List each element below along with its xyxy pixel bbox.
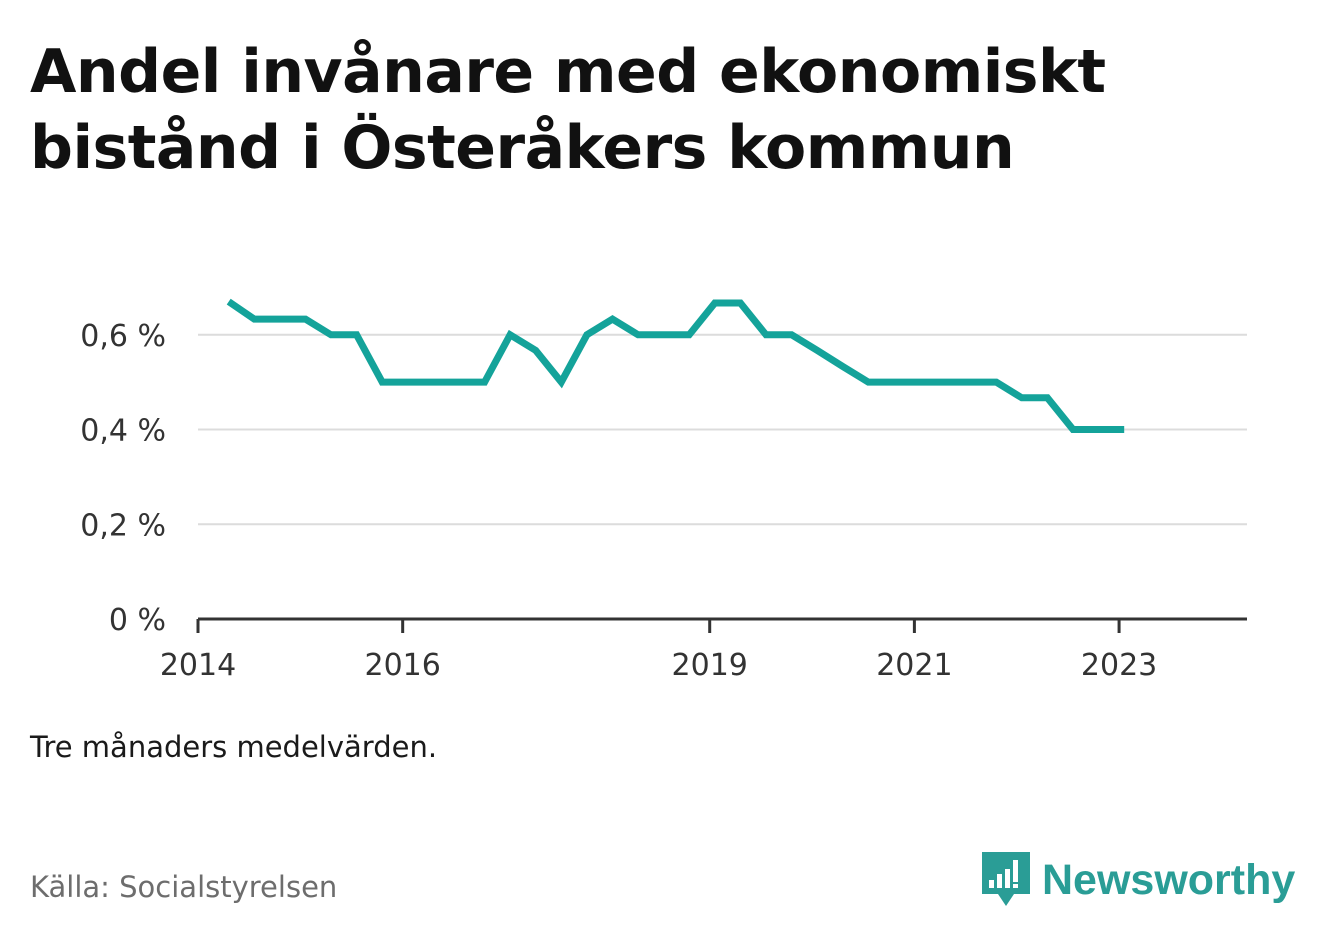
y-axis-tick-labels: 0 % 0,2 % 0,4 % 0,6 % (80, 319, 166, 638)
x-tick-label: 2014 (160, 648, 236, 683)
source-credit: Källa: Socialstyrelsen (30, 870, 338, 904)
y-tick-label: 0 % (109, 603, 166, 638)
y-tick-label: 0,6 % (80, 319, 166, 354)
x-axis: 2014 2016 2019 2021 2023 (160, 617, 1247, 683)
brand-name: Newsworthy (1042, 855, 1296, 904)
line-chart: 0 % 0,2 % 0,4 % 0,6 % 2014 2016 2019 2021 2023 (80, 298, 1247, 683)
series-group (226, 298, 1125, 433)
series-line (226, 298, 1125, 433)
chart-title: Andel invånare med ekonomiskt bistånd i … (30, 37, 1106, 183)
brand-logo: Newsworthy (980, 850, 1295, 910)
bar-chart-speech-bubble-icon (982, 852, 1030, 906)
x-tick-label: 2021 (876, 648, 952, 683)
x-tick-label: 2019 (672, 648, 748, 683)
chart-note: Tre månaders medelvärden. (30, 730, 438, 764)
y-tick-label: 0,2 % (80, 508, 166, 543)
x-tick-label: 2016 (365, 648, 441, 683)
x-tick-label: 2023 (1081, 648, 1157, 683)
y-tick-label: 0,4 % (80, 414, 166, 449)
